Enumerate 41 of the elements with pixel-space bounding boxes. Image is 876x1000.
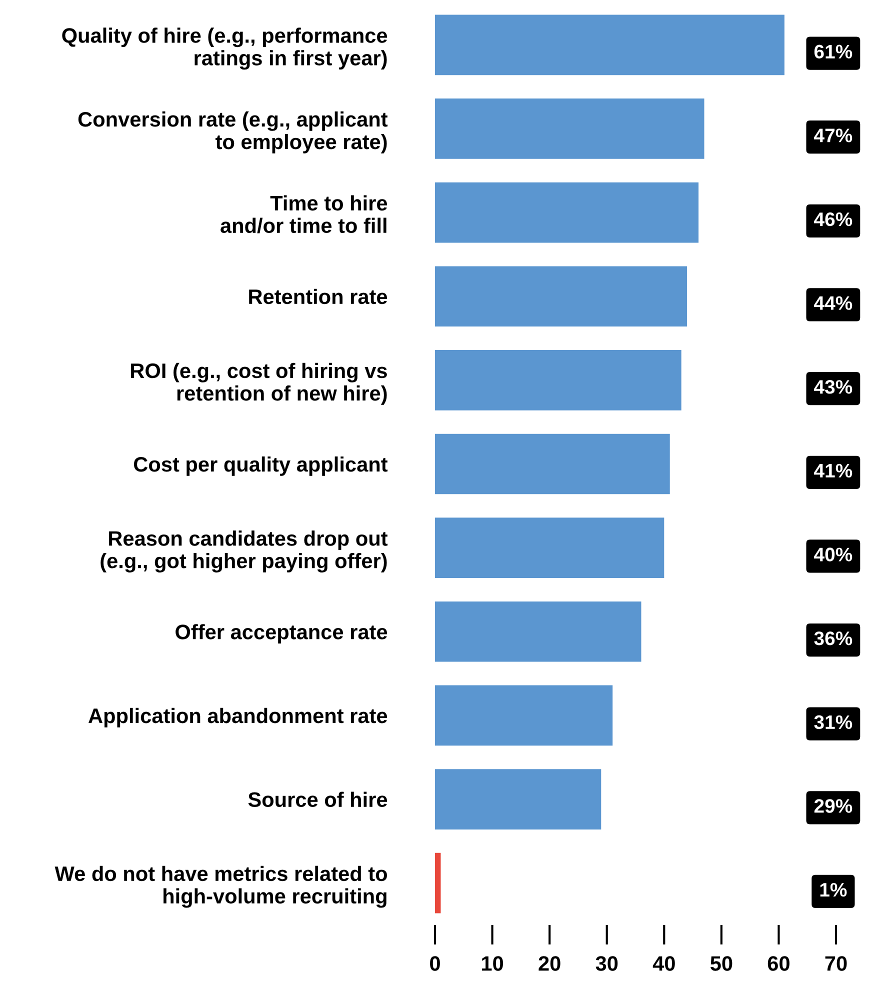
y-tick-label: Conversion rate (e.g., applicant to employee rate)	[78, 111, 388, 154]
y-tick-label: Time to hire and/or time to fill	[220, 195, 388, 234]
bar	[435, 434, 670, 494]
y-tick-label: We do not have metrics related to high-volume recruiting	[54, 866, 387, 908]
data-label: 47%	[814, 128, 852, 142]
bar	[435, 266, 688, 327]
bar	[435, 685, 613, 746]
x-tick-label: 0	[430, 956, 440, 971]
bar	[435, 852, 441, 914]
data-label: 41%	[814, 464, 852, 478]
x-tick-label: 60	[768, 956, 790, 971]
y-tick-label: Retention rate	[249, 288, 388, 304]
y-tick-label: Quality of hire (e.g., performance ratings in first year)	[62, 28, 388, 70]
x-tick-label: 40	[652, 956, 675, 971]
bar	[435, 14, 784, 76]
x-tick-label: 20	[538, 956, 560, 971]
y-tick-label: Reason candidates drop out (e.g., got higher paying offer)	[100, 530, 388, 573]
data-label: 1%	[820, 882, 847, 897]
data-label: 40%	[814, 548, 852, 562]
y-tick-label: Offer acceptance rate	[176, 624, 388, 644]
bar	[435, 350, 682, 410]
y-tick-label: Application abandonment rate	[88, 708, 388, 728]
data-label: 46%	[814, 212, 852, 226]
y-tick-label: Cost per quality applicant	[134, 456, 388, 476]
bar	[435, 98, 704, 159]
x-tick-label: 30	[596, 956, 618, 971]
x-tick-label: 10	[482, 956, 504, 971]
y-tick-label: Source of hire	[248, 792, 388, 808]
data-label: 31%	[814, 715, 852, 730]
data-label: 43%	[814, 380, 852, 394]
bar	[435, 769, 602, 830]
data-label: 36%	[814, 631, 852, 646]
x-tick-label: 70	[825, 956, 847, 971]
y-tick-label: ROI (e.g., cost of hiring vs retention of new hire)	[131, 362, 387, 405]
data-label: 61%	[814, 44, 852, 59]
data-label: 29%	[814, 799, 852, 813]
data-label: 44%	[814, 296, 852, 310]
bar	[435, 601, 642, 662]
bar	[435, 518, 664, 578]
x-tick-label: 50	[710, 956, 732, 971]
bar	[435, 182, 699, 243]
